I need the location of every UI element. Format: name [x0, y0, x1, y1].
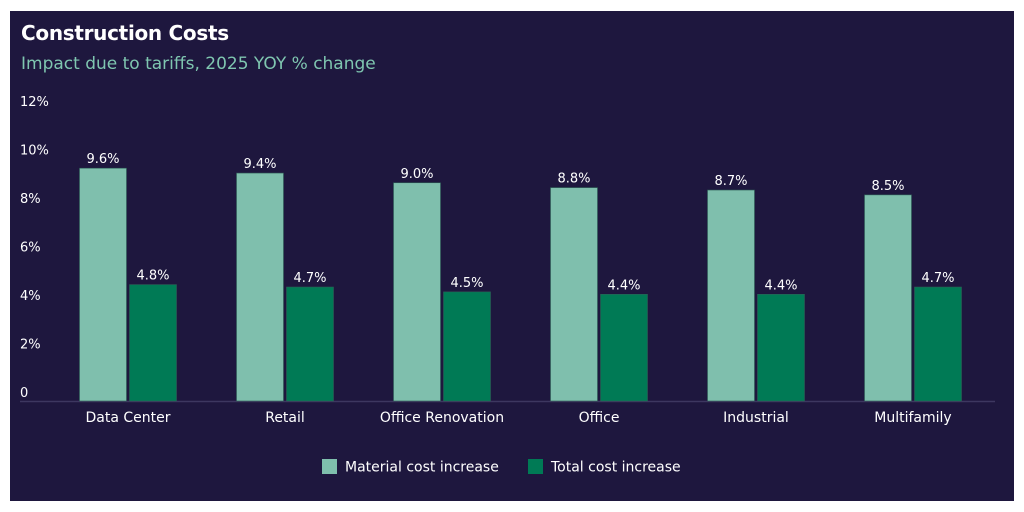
y-tick-label: 12% [20, 95, 49, 110]
chart-subtitle: Impact due to tariffs, 2025 YOY % change [21, 54, 376, 74]
chart-panel: Construction Costs Impact due to tariffs… [10, 11, 1014, 501]
legend-label: Total cost increase [550, 460, 681, 476]
bar-total-cost [757, 293, 805, 402]
x-category-label: Office [579, 410, 620, 426]
bar-total-cost [914, 286, 962, 402]
x-category-label: Data Center [86, 410, 171, 426]
y-tick-label: 8% [20, 192, 41, 207]
y-tick-label: 10% [20, 144, 49, 159]
bar-total-cost [129, 284, 177, 402]
legend-swatch [322, 459, 337, 474]
bar-material-cost [393, 182, 441, 402]
bar-material-cost [236, 172, 284, 402]
data-label-material-cost: 8.7% [714, 174, 747, 189]
x-category-label: Office Renovation [380, 410, 504, 426]
bar-material-cost [864, 194, 912, 402]
bar-total-cost [443, 291, 491, 402]
bar-total-cost [286, 286, 334, 402]
data-label-total-cost: 4.5% [450, 276, 483, 291]
data-label-material-cost: 9.4% [243, 157, 276, 172]
x-category-label: Retail [265, 410, 305, 426]
data-label-material-cost: 9.0% [400, 167, 433, 182]
data-label-material-cost: 8.5% [871, 179, 904, 194]
legend-label: Material cost increase [345, 460, 499, 476]
data-label-material-cost: 9.6% [86, 152, 119, 167]
bar-material-cost [550, 187, 598, 402]
y-tick-label: 4% [20, 289, 41, 304]
data-label-total-cost: 4.4% [607, 278, 640, 293]
x-category-label: Industrial [723, 410, 789, 426]
y-tick-label: 0 [20, 386, 28, 401]
y-tick-label: 6% [20, 241, 41, 256]
y-tick-label: 2% [20, 338, 41, 353]
data-label-material-cost: 8.8% [557, 172, 590, 187]
data-label-total-cost: 4.7% [293, 271, 326, 286]
bar-material-cost [707, 189, 755, 402]
bar-material-cost [79, 167, 127, 402]
data-label-total-cost: 4.4% [764, 278, 797, 293]
x-category-label: Multifamily [874, 410, 951, 426]
bar-total-cost [600, 293, 648, 402]
data-label-total-cost: 4.7% [921, 271, 954, 286]
legend-swatch [528, 459, 543, 474]
data-label-total-cost: 4.8% [136, 269, 169, 284]
chart-title: Construction Costs [21, 21, 229, 45]
